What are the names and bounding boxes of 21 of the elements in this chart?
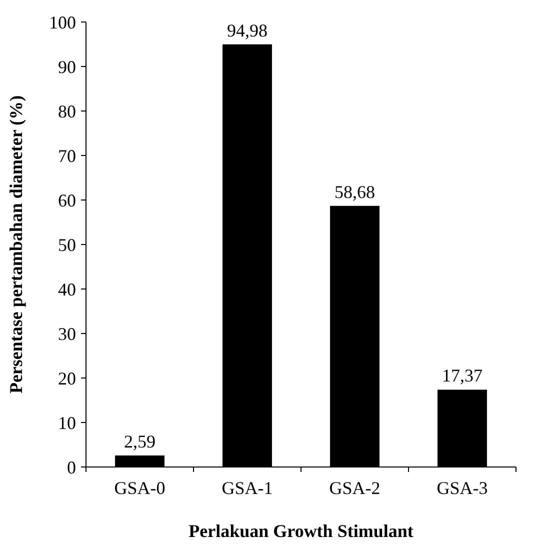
y-tick-label: 30: [58, 324, 76, 344]
data-label: 58,68: [334, 182, 375, 202]
y-tick-label: 70: [58, 146, 76, 166]
y-tick-label: 50: [58, 234, 76, 255]
data-label: 94,98: [227, 20, 268, 40]
x-tick-label: GSA-2: [329, 478, 380, 498]
y-tick-label: 80: [58, 101, 76, 122]
x-axis-title: Perlakuan Growth Stimulant: [188, 521, 414, 541]
y-axis-title: Persentase pertambahan diameter (%): [6, 95, 26, 394]
x-tick-label: GSA-3: [436, 478, 488, 498]
y-tick-label: 60: [58, 190, 76, 210]
data-label: 2,59: [124, 431, 156, 452]
data-label: 17,37: [442, 366, 482, 386]
x-tick-label: GSA-1: [222, 478, 273, 498]
y-tick-label: 10: [58, 412, 76, 433]
y-tick-label: 40: [58, 279, 76, 300]
y-tick-label: 100: [49, 12, 76, 32]
y-tick-label: 90: [58, 56, 76, 77]
y-tick-label: 0: [67, 457, 76, 478]
y-tick-label: 20: [58, 368, 76, 388]
x-tick-label: GSA-0: [114, 478, 166, 498]
